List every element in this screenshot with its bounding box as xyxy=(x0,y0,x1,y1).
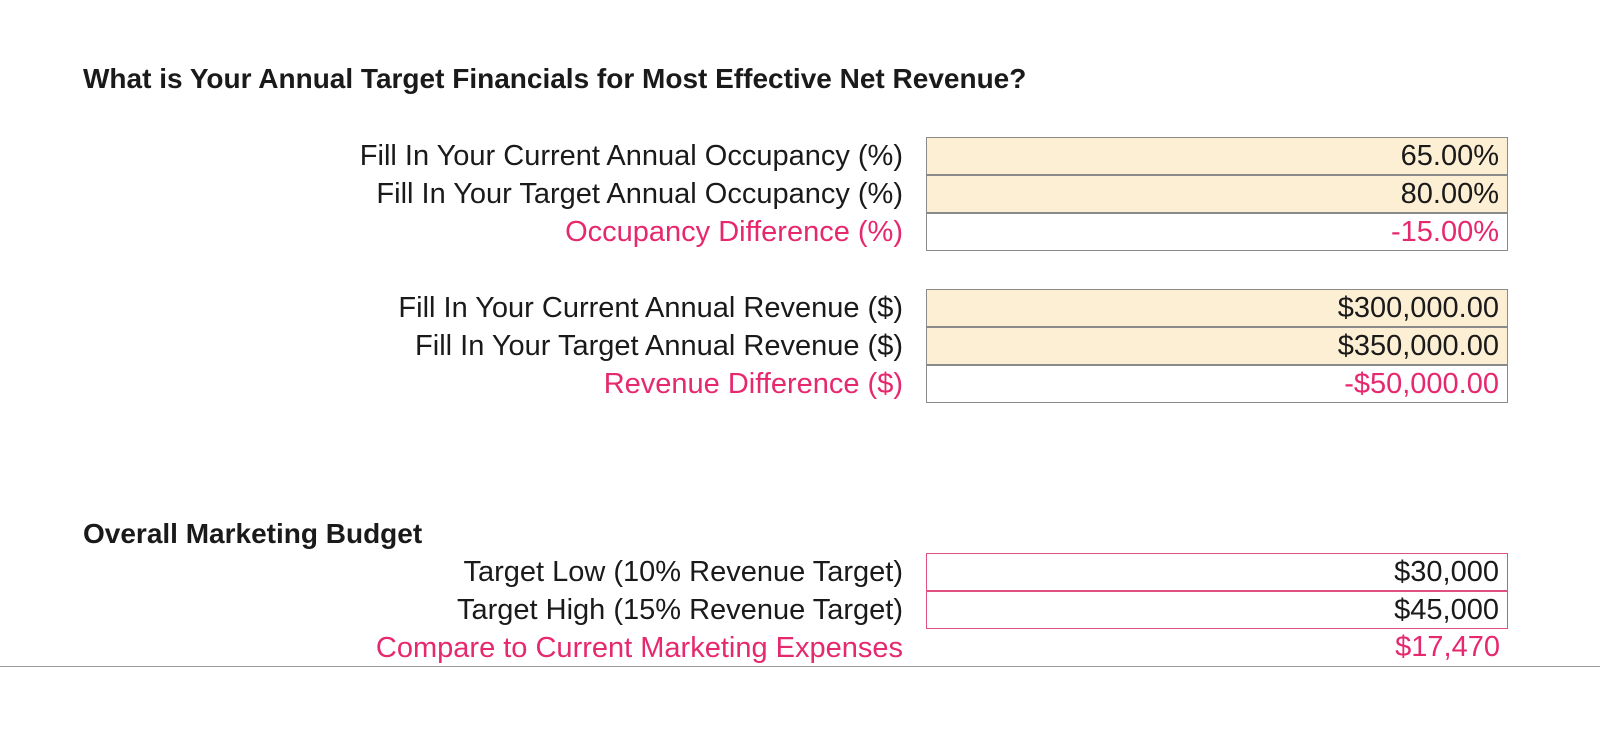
target-high-label: Target High (15% Revenue Target) xyxy=(457,594,903,626)
compare-expenses-value: $17,470 xyxy=(1395,631,1500,663)
target-occupancy-value: 80.00% xyxy=(1400,178,1499,210)
occupancy-difference-value: -15.00% xyxy=(1390,216,1499,248)
current-occupancy-value: 65.00% xyxy=(1400,140,1499,172)
target-occupancy-label: Fill In Your Target Annual Occupancy (%) xyxy=(376,178,903,210)
current-occupancy-cell[interactable]: 65.00% xyxy=(926,137,1508,175)
target-high-value: $45,000 xyxy=(1394,594,1499,626)
section-title-target-financials: What is Your Annual Target Financials fo… xyxy=(83,63,1027,94)
bottom-divider xyxy=(0,666,1600,667)
revenue-difference-label: Revenue Difference ($) xyxy=(603,368,903,400)
target-occupancy-cell[interactable]: 80.00% xyxy=(926,175,1508,213)
compare-expenses-label: Compare to Current Marketing Expenses xyxy=(375,632,903,664)
target-high-cell[interactable]: $45,000 xyxy=(926,591,1508,629)
current-revenue-value: $300,000.00 xyxy=(1337,292,1499,324)
current-revenue-label: Fill In Your Current Annual Revenue ($) xyxy=(398,292,903,324)
occupancy-difference-label: Occupancy Difference (%) xyxy=(565,216,903,248)
revenue-difference-cell[interactable]: -$50,000.00 xyxy=(926,365,1508,403)
target-low-value: $30,000 xyxy=(1394,556,1499,588)
target-revenue-label: Fill In Your Target Annual Revenue ($) xyxy=(415,330,903,362)
target-low-label: Target Low (10% Revenue Target) xyxy=(463,556,903,588)
current-revenue-cell[interactable]: $300,000.00 xyxy=(926,289,1508,327)
target-revenue-cell[interactable]: $350,000.00 xyxy=(926,327,1508,365)
section-title-marketing-budget: Overall Marketing Budget xyxy=(83,518,423,549)
target-low-cell[interactable]: $30,000 xyxy=(926,553,1508,591)
current-occupancy-label: Fill In Your Current Annual Occupancy (%… xyxy=(359,140,903,172)
target-revenue-value: $350,000.00 xyxy=(1337,330,1499,362)
occupancy-difference-cell[interactable]: -15.00% xyxy=(926,213,1508,251)
compare-expenses-cell[interactable]: $17,470 xyxy=(926,629,1508,667)
revenue-difference-value: -$50,000.00 xyxy=(1344,368,1499,400)
